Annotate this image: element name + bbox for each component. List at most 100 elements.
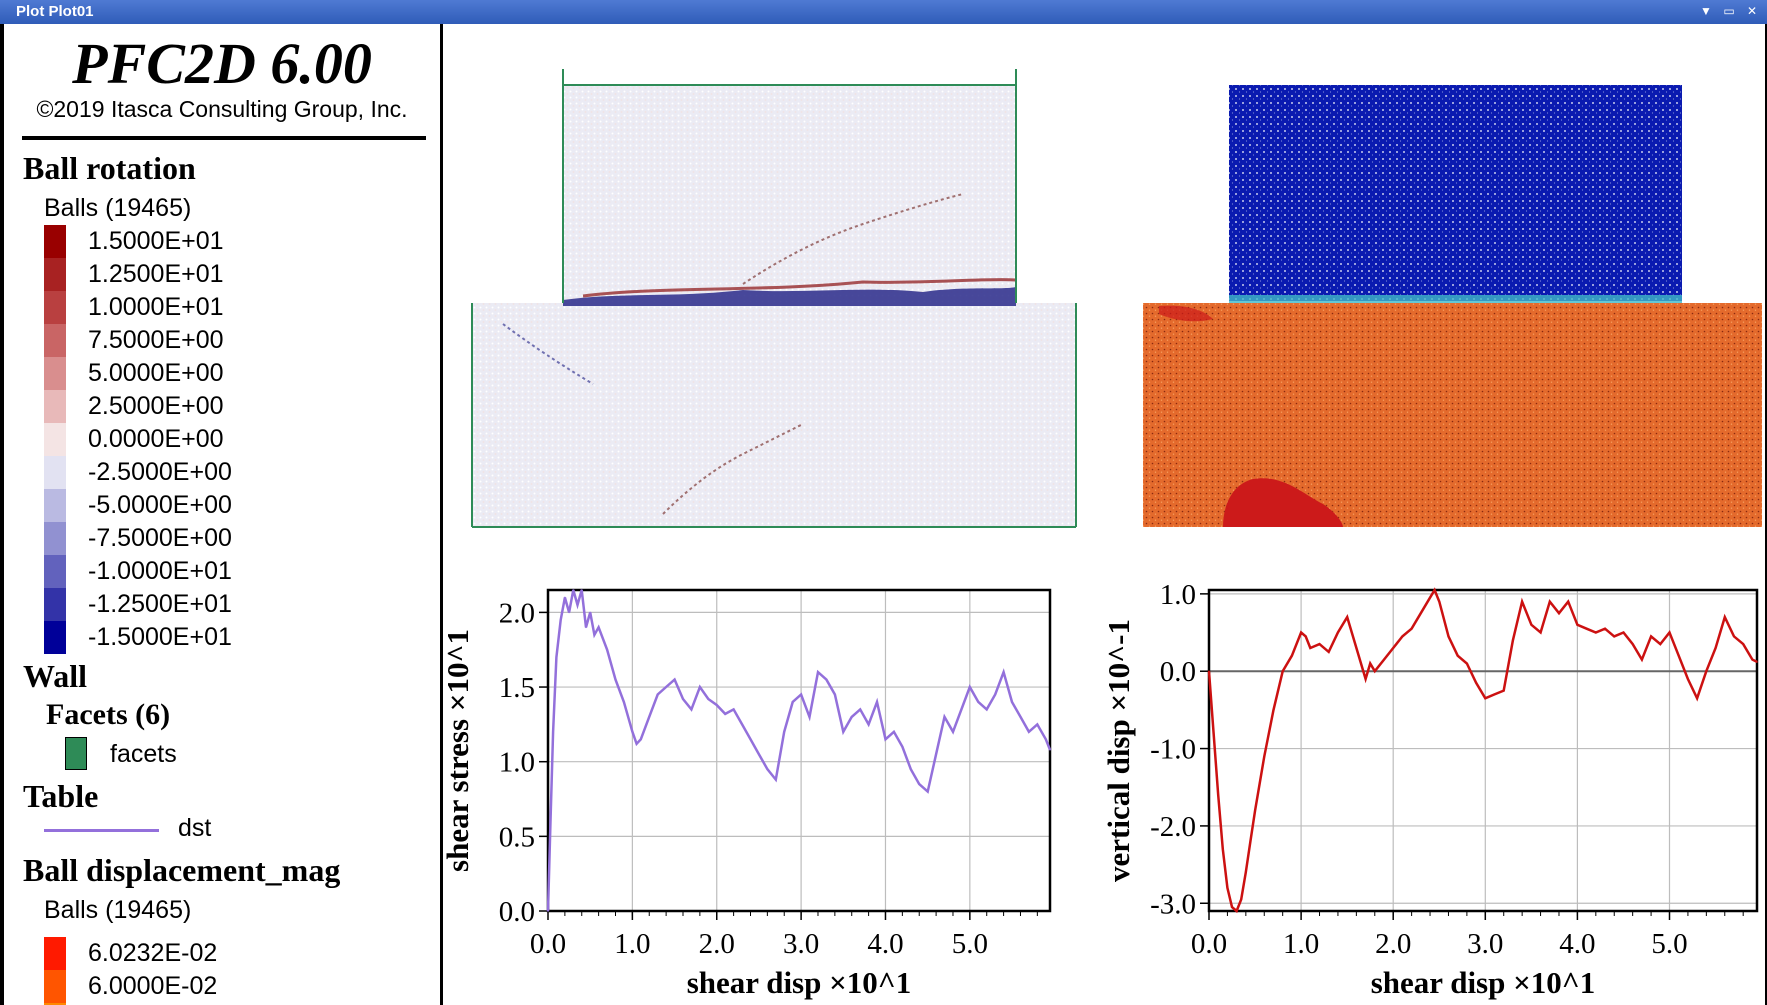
- displacement-legend-swatch: [44, 970, 66, 1003]
- data-point: [724, 713, 726, 715]
- rotation-legend-swatch: [44, 225, 66, 258]
- rotation-legend-swatch: [44, 456, 66, 489]
- data-point: [1484, 697, 1487, 700]
- data-point: [1300, 631, 1302, 634]
- y-tick-label: 1.5: [499, 672, 535, 704]
- x-tick-label: 2.0: [699, 928, 735, 960]
- data-point: [825, 678, 828, 681]
- x-tick-labels: 0.0 1.0 2.0 3.0 4.0 5.0: [530, 928, 988, 960]
- data-point: [1263, 755, 1266, 758]
- close-icon[interactable]: ✕: [1746, 4, 1758, 18]
- x-tick-label: 1.0: [614, 928, 650, 960]
- data-point: [673, 678, 676, 681]
- data-point: [1677, 654, 1680, 657]
- data-point: [1049, 748, 1051, 751]
- rotation-legend-value: -5.0000E+00: [88, 491, 232, 519]
- data-point: [850, 716, 853, 718]
- data-point: [1475, 682, 1477, 684]
- ball-rotation-title: Ball rotation: [23, 150, 196, 186]
- data-point: [1751, 658, 1754, 661]
- data-point: [1567, 600, 1569, 603]
- data-point: [1613, 635, 1616, 638]
- x-tick-label: 0.0: [530, 928, 566, 960]
- data-point: [842, 731, 845, 733]
- data-point: [640, 738, 642, 741]
- data-point: [1364, 678, 1367, 680]
- series-points: [547, 589, 1051, 912]
- rotation-legend-swatch: [44, 489, 66, 522]
- y-tick-label: 1.0: [499, 747, 535, 779]
- legend-rule: [22, 136, 426, 140]
- data-point: [1410, 627, 1413, 630]
- rotation-legend-swatch: [44, 423, 66, 456]
- series-points: [1208, 589, 1758, 912]
- y-tick-label: 0.0: [499, 896, 535, 928]
- data-point: [656, 693, 659, 696]
- data-point: [547, 910, 549, 912]
- ball-displacement-view: [1143, 85, 1762, 527]
- rotation-legend-swatch: [44, 357, 66, 390]
- rotation-legend-swatch: [44, 588, 66, 621]
- high-displacement-zone: [1159, 305, 1213, 322]
- rotation-legend-swatch: [44, 258, 66, 291]
- data-point: [867, 723, 870, 726]
- data-point: [1641, 658, 1643, 661]
- facets-title: Facets (6): [46, 698, 171, 731]
- data-point: [943, 716, 946, 718]
- upper-box-particles: [563, 85, 1016, 303]
- y-axis-label: shear stress ×10^1: [443, 629, 475, 872]
- y-tick-label: 0.0: [1160, 656, 1196, 688]
- table-title: Table: [23, 778, 99, 814]
- data-point: [969, 686, 971, 688]
- data-point: [1044, 738, 1047, 741]
- x-axis-label: shear disp ×10^1: [1371, 965, 1596, 1000]
- upper-box-displacement: [1229, 85, 1682, 301]
- rotation-legend-swatch: [44, 390, 66, 423]
- data-point: [1383, 658, 1385, 661]
- high-displacement-zone: [1223, 478, 1343, 527]
- data-point: [1595, 631, 1597, 634]
- data-point: [758, 753, 760, 756]
- data-point: [1235, 910, 1238, 912]
- data-point: [1226, 886, 1229, 889]
- data-point: [1756, 661, 1758, 663]
- data-point: [1723, 616, 1726, 618]
- data-point: [1548, 600, 1551, 603]
- data-point: [876, 701, 878, 703]
- data-point: [1433, 589, 1436, 591]
- displacement-legend-value: 6.0000E-02: [88, 972, 218, 1000]
- data-point: [1696, 697, 1698, 700]
- data-point: [1622, 631, 1625, 634]
- series-line-dst: [546, 589, 1052, 912]
- data-point: [1208, 670, 1210, 673]
- data-point: [834, 693, 836, 696]
- data-point: [1705, 670, 1708, 673]
- data-point: [635, 742, 638, 745]
- data-point: [576, 604, 579, 606]
- data-point: [884, 738, 887, 741]
- data-point: [1327, 651, 1330, 653]
- x-tick-labels: 0.0 1.0 2.0 3.0 4.0 5.0: [1191, 928, 1688, 960]
- minimize-icon[interactable]: ▭: [1723, 4, 1735, 18]
- interface-band: [1229, 295, 1682, 303]
- data-point: [1438, 600, 1441, 603]
- chevron-down-icon[interactable]: ▼: [1700, 4, 1712, 18]
- lower-box-particles: [472, 303, 1076, 527]
- data-point: [1249, 840, 1252, 843]
- rotation-legend-value: 0.0000E+00: [88, 425, 224, 453]
- data-point: [1733, 635, 1735, 638]
- data-point: [741, 723, 743, 726]
- rotation-legend-value: 2.5000E+00: [88, 392, 224, 420]
- x-tick-label: 3.0: [783, 928, 819, 960]
- rotation-legend-value: 5.0000E+00: [88, 359, 224, 387]
- plot-area: 0.0 1.0 2.0 3.0 4.0 5.0 0.0 0.5 1.0 1.5 2.0 shear…: [443, 69, 1762, 1000]
- shear-stress-chart: 0.0 1.0 2.0 3.0 4.0 5.0 0.0 0.5 1.0 1.5 2.0 shear…: [443, 588, 1052, 1000]
- data-point: [1585, 627, 1588, 630]
- data-point: [682, 698, 684, 700]
- rotation-legend-swatch: [44, 555, 66, 588]
- x-tick-label: 1.0: [1283, 928, 1319, 960]
- data-point: [707, 698, 710, 700]
- chart-ticks: [1200, 593, 1744, 920]
- data-point: [552, 731, 554, 733]
- data-point: [1512, 639, 1514, 642]
